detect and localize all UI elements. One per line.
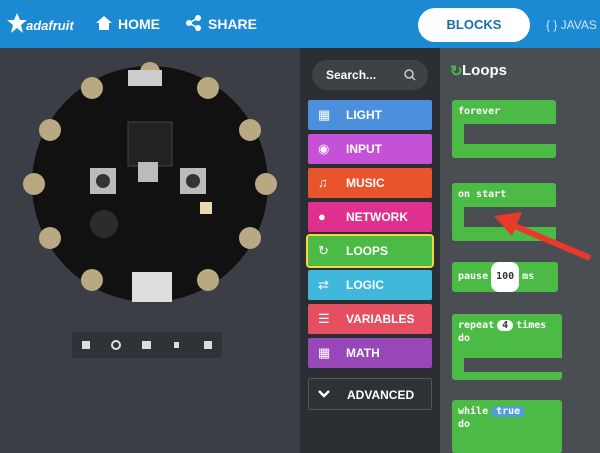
category-icon: ♫ xyxy=(318,175,328,190)
block-pause[interactable]: pause 100 ms xyxy=(452,262,558,292)
category-advanced[interactable]: ADVANCED xyxy=(308,378,432,410)
nav-home[interactable]: HOME xyxy=(118,16,160,32)
sim-buttons[interactable] xyxy=(72,332,222,358)
category[interactable]: LOGIC xyxy=(308,270,432,300)
simulator xyxy=(0,48,300,453)
logo[interactable]: adafruit xyxy=(26,18,74,33)
block-forever[interactable]: forever xyxy=(452,100,556,158)
category[interactable]: INPUT xyxy=(308,134,432,164)
share-icon xyxy=(186,15,201,31)
category[interactable]: VARIABLES xyxy=(308,304,432,334)
category-icon: ☰ xyxy=(318,311,330,326)
home-icon xyxy=(96,16,112,30)
nav-share[interactable]: SHARE xyxy=(208,16,258,32)
category-icon: ▦ xyxy=(318,345,331,360)
block-slot xyxy=(464,358,562,372)
category-icon: ◉ xyxy=(318,141,330,156)
block-label: forever xyxy=(458,106,501,117)
block-body: do xyxy=(458,419,471,430)
flyout-icon: ↻ xyxy=(450,63,463,80)
category[interactable]: MATH xyxy=(308,338,432,368)
category[interactable]: NETWORK xyxy=(308,202,432,232)
search-icon xyxy=(404,69,416,81)
block-label: while xyxy=(458,406,489,417)
block-input[interactable]: 4 xyxy=(497,320,514,331)
block-unit: times xyxy=(516,320,547,331)
flyout-title: Loops xyxy=(462,62,507,79)
tab-blocks[interactable]: BLOCKS xyxy=(418,8,530,42)
category[interactable]: LIGHT xyxy=(308,100,432,130)
tab-javascript[interactable]: { } JAVAS xyxy=(546,18,597,32)
block-slot xyxy=(464,124,556,144)
category-icon: ▦ xyxy=(318,107,331,122)
block-while[interactable]: while true do xyxy=(452,400,562,453)
category-icon: ↻ xyxy=(318,243,329,258)
red-arrow xyxy=(494,212,592,261)
board xyxy=(23,62,277,302)
top-bar: adafruit HOME SHARE BLOCKS { } JAVAS xyxy=(0,0,600,48)
block-label: pause xyxy=(458,271,489,282)
block-label: on start xyxy=(458,189,507,200)
block-unit: ms xyxy=(522,271,535,282)
chevron-icon xyxy=(318,390,330,398)
block-body: do xyxy=(458,333,471,344)
block-input[interactable]: 100 xyxy=(491,262,520,292)
logo-icon xyxy=(7,13,27,33)
category-icon: ● xyxy=(318,209,326,224)
category-icon: ⇄ xyxy=(318,277,329,292)
search-box[interactable]: Search... xyxy=(312,60,428,90)
category[interactable]: LOOPS xyxy=(306,234,434,268)
block-repeat[interactable]: repeat 4 times do xyxy=(452,314,562,380)
block-input[interactable]: true xyxy=(491,406,526,417)
category[interactable]: MUSIC xyxy=(308,168,432,198)
sim-controls xyxy=(72,332,222,358)
block-label: repeat xyxy=(458,320,495,331)
